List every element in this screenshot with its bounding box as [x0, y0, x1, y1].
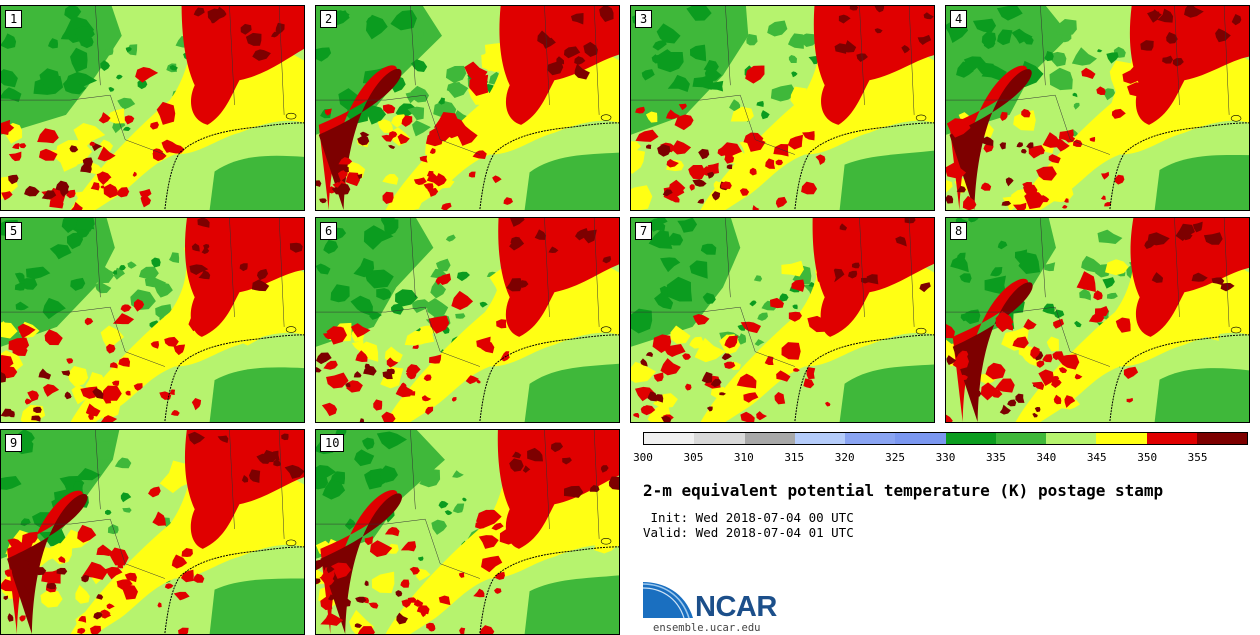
- figure-title: 2-m equivalent potential temperature (K)…: [643, 481, 1164, 500]
- member-number-label: 7: [635, 222, 653, 240]
- colorbar-tick-label: 335: [985, 451, 1006, 464]
- colorbar-tick-label: 310: [733, 451, 754, 464]
- colorbar-tick-label: 300: [633, 451, 653, 464]
- member-number-label: 10: [320, 434, 345, 452]
- ensemble-member-panel: 8: [945, 217, 1250, 423]
- colorbar-swatch: [845, 433, 896, 444]
- colorbar-tick-label: 345: [1086, 451, 1107, 464]
- colorbar-swatch: [1096, 433, 1147, 444]
- ensemble-member-panel: 10: [315, 429, 620, 635]
- colorbar-swatch: [1046, 433, 1097, 444]
- temperature-map: [1, 430, 304, 634]
- member-number-label: 8: [950, 222, 968, 240]
- website-url: ensemble.ucar.edu: [653, 622, 761, 634]
- ensemble-member-panel: 4: [945, 5, 1250, 211]
- member-number-label: 1: [5, 10, 23, 28]
- colorbar-swatch: [995, 433, 1046, 444]
- colorbar-tick-label: 325: [885, 451, 906, 464]
- ensemble-member-panel: 6: [315, 217, 620, 423]
- ensemble-member-panel: 7: [630, 217, 935, 423]
- member-number-label: 6: [320, 222, 338, 240]
- colorbar-swatch: [694, 433, 745, 444]
- member-number-label: 4: [950, 10, 968, 28]
- init-time: Init: Wed 2018-07-04 00 UTC: [643, 510, 854, 525]
- colorbar-tick-label: 340: [1036, 451, 1057, 464]
- temperature-map: [631, 218, 934, 422]
- colorbar-swatch: [945, 433, 996, 444]
- ensemble-member-panel: 1: [0, 5, 305, 211]
- temperature-map: [1, 6, 304, 210]
- colorbar-ticks: 300 305 310 315 320 325 330 335 340 345 350 355: [633, 451, 1248, 465]
- colorbar-swatch: [1196, 433, 1247, 444]
- member-number-label: 3: [635, 10, 653, 28]
- temperature-map: [946, 6, 1249, 210]
- valid-time: Valid: Wed 2018-07-04 01 UTC: [643, 525, 854, 540]
- colorbar-swatch: [1146, 433, 1197, 444]
- colorbar-swatch: [794, 433, 845, 444]
- colorbar-swatch: [895, 433, 946, 444]
- colorbar: [643, 432, 1248, 445]
- colorbar-tick-label: 350: [1137, 451, 1158, 464]
- ncar-logo: NCAR: [643, 582, 778, 620]
- colorbar-swatch: [744, 433, 795, 444]
- temperature-map: [1, 218, 304, 422]
- temperature-map: [946, 218, 1249, 422]
- ensemble-member-panel: 3: [630, 5, 935, 211]
- ensemble-member-panel: 9: [0, 429, 305, 635]
- temperature-map: [316, 430, 619, 634]
- member-number-label: 2: [320, 10, 338, 28]
- svg-text:NCAR: NCAR: [695, 591, 777, 620]
- colorbar-tick-label: 305: [683, 451, 704, 464]
- colorbar-swatch: [644, 433, 695, 444]
- member-number-label: 5: [5, 222, 23, 240]
- colorbar-tick-label: 355: [1187, 451, 1208, 464]
- temperature-map: [316, 218, 619, 422]
- colorbar-tick-label: 315: [784, 451, 805, 464]
- colorbar-tick-label: 320: [834, 451, 855, 464]
- ensemble-member-panel: 2: [315, 5, 620, 211]
- colorbar-tick-label: 330: [935, 451, 956, 464]
- temperature-map: [631, 6, 934, 210]
- member-number-label: 9: [5, 434, 23, 452]
- ensemble-member-panel: 5: [0, 217, 305, 423]
- temperature-map: [316, 6, 619, 210]
